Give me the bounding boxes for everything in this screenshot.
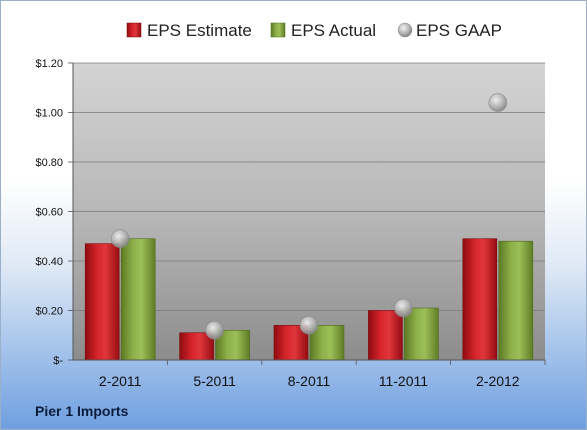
- legend-marker-gaap: [397, 22, 413, 38]
- estimate-bar: [179, 332, 214, 361]
- actual-bar: [120, 238, 156, 361]
- legend-swatch-actual: [270, 22, 286, 38]
- estimate-bar: [368, 310, 403, 361]
- bars: [84, 238, 534, 361]
- legend-label-gaap: EPS GAAP: [416, 21, 502, 40]
- y-tick-label: $1.00: [35, 108, 63, 120]
- gaap-marker: [205, 320, 224, 340]
- legend-label-estimate: EPS Estimate: [147, 21, 252, 40]
- y-tick-label: $0.20: [35, 306, 63, 318]
- x-tick-label: 2-2012: [476, 373, 520, 389]
- x-axis: 2-2011 5-2011 8-2011 11-2011 2-2012: [73, 359, 546, 389]
- company-name: Pier 1 Imports: [35, 403, 129, 419]
- y-tick-label: $1.20: [35, 58, 63, 70]
- x-tick-label: 5-2011: [193, 373, 236, 389]
- legend: EPS Estimate EPS Actual EPS GAAP: [126, 21, 502, 40]
- legend-label-actual: EPS Actual: [291, 21, 376, 40]
- gaap-marker: [394, 298, 413, 318]
- y-tick-label: $0.40: [35, 256, 63, 268]
- gaap-marker: [110, 229, 130, 249]
- estimate-bar: [462, 238, 498, 361]
- x-tick-label: 8-2011: [288, 373, 331, 389]
- y-tick-label: $0.80: [35, 157, 63, 169]
- y-tick-label: $-: [53, 355, 63, 367]
- gaap-markers: [110, 93, 508, 340]
- x-tick-label: 11-2011: [379, 373, 429, 389]
- gaap-marker: [488, 93, 508, 112]
- y-axis: $- $0.20 $0.40 $0.60 $0.80 $1.00 $1.20: [35, 58, 74, 367]
- gaap-marker: [299, 316, 319, 335]
- x-tick-label: 2-2011: [99, 373, 142, 389]
- legend-swatch-estimate: [126, 22, 142, 38]
- y-tick-label: $0.60: [35, 207, 63, 219]
- actual-bar: [498, 240, 534, 361]
- actual-bar: [404, 307, 439, 361]
- estimate-bar: [84, 243, 120, 361]
